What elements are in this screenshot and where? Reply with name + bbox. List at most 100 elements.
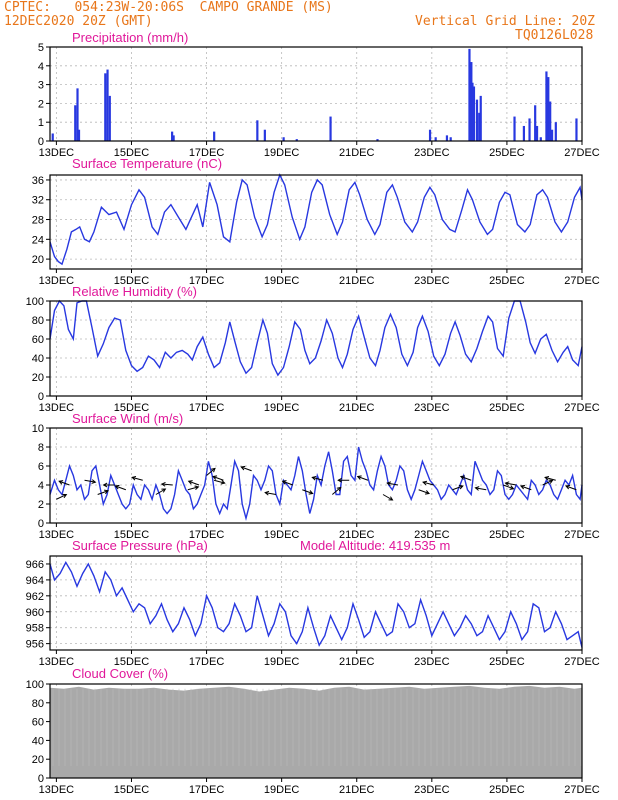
x-tick-label: 19DEC	[264, 275, 300, 287]
wind-arrow-head	[458, 484, 464, 490]
y-tick-label: 24	[32, 234, 44, 246]
precip-bar	[545, 71, 548, 141]
wind-arrow-head	[388, 496, 394, 501]
wind-arrow	[302, 489, 313, 494]
precip-bar	[575, 118, 578, 141]
precip-bar	[535, 125, 539, 141]
y-tick-label: 32	[32, 195, 44, 207]
precip-bar	[479, 95, 482, 141]
panel-title: Relative Humidity (%)	[72, 284, 197, 299]
x-tick-label: 15DEC	[114, 656, 150, 668]
wind-arrow	[131, 476, 143, 481]
precip-bar	[449, 137, 452, 141]
wind-arrow	[422, 481, 434, 486]
x-tick-label: 13DEC	[39, 147, 75, 159]
x-tick-label: 21DEC	[339, 529, 375, 541]
series-line	[49, 173, 583, 266]
y-tick-label: 60	[32, 717, 44, 729]
x-tick-label: 19DEC	[264, 784, 300, 796]
wind-arrow	[188, 480, 200, 486]
wind-arrow-head	[210, 467, 216, 473]
wind-arrow	[155, 488, 166, 495]
precip-bar	[172, 135, 175, 141]
precip-bar	[74, 105, 77, 141]
y-tick-label: 60	[32, 334, 44, 346]
wind-arrow-head	[311, 475, 317, 481]
wind-arrow	[56, 494, 67, 500]
x-tick-label: 27DEC	[564, 784, 600, 796]
wind-arrow	[332, 487, 342, 495]
y-tick-label: 0	[38, 391, 44, 403]
wind-arrow-head	[220, 479, 226, 485]
wind-arrow-head	[519, 484, 526, 490]
x-tick-label: 23DEC	[414, 656, 450, 668]
y-tick-label: 5	[38, 42, 44, 54]
x-tick-label: 25DEC	[489, 275, 525, 287]
wind-arrow-head	[58, 480, 64, 485]
wind-arrow	[460, 476, 472, 481]
x-tick-label: 15DEC	[114, 529, 150, 541]
y-tick-label: 4	[38, 61, 44, 73]
y-tick-label: 100	[26, 296, 44, 308]
wind-arrow-head	[474, 486, 480, 491]
x-tick-label: 25DEC	[489, 784, 525, 796]
precip-bar	[282, 137, 285, 141]
precip-bar	[263, 129, 266, 141]
y-tick-label: 40	[32, 735, 44, 747]
y-tick-label: 960	[26, 607, 44, 619]
wind-arrow-head	[386, 481, 392, 486]
wind-arrow-head	[161, 488, 167, 493]
y-tick-label: 0	[38, 518, 44, 530]
wind-arrow-head	[308, 490, 314, 495]
panel-title: Surface Pressure (hPa)	[72, 538, 208, 553]
wind-arrow-head	[187, 480, 193, 485]
y-tick-label: 1	[38, 117, 44, 129]
precip-bar	[51, 133, 54, 141]
panel-frame	[49, 174, 583, 270]
panel-title: Precipitation (mm/h)	[72, 30, 188, 45]
wind-arrow	[502, 484, 514, 490]
y-tick-label: 20	[32, 754, 44, 766]
y-tick-label: 100	[26, 679, 44, 691]
precip-bar	[213, 131, 216, 141]
x-tick-label: 27DEC	[564, 402, 600, 414]
x-tick-label: 21DEC	[339, 784, 375, 796]
x-tick-label: 19DEC	[264, 402, 300, 414]
x-tick-label: 15DEC	[114, 784, 150, 796]
x-tick-label: 19DEC	[264, 147, 300, 159]
wind-arrow-head	[160, 481, 166, 487]
y-tick-label: 36	[32, 175, 44, 187]
precip-bar	[471, 82, 474, 141]
x-tick-label: 19DEC	[264, 529, 300, 541]
wind-arrow	[84, 479, 96, 483]
y-tick-label: 20	[32, 254, 44, 266]
precip-bar	[513, 116, 516, 141]
x-tick-label: 23DEC	[414, 147, 450, 159]
y-tick-label: 28	[32, 215, 44, 227]
precip-bar	[171, 131, 174, 141]
wind-arrow	[213, 479, 225, 484]
wind-arrow	[505, 482, 517, 486]
y-tick-label: 80	[32, 315, 44, 327]
x-tick-label: 23DEC	[414, 784, 450, 796]
panel-frame	[49, 46, 583, 142]
cloud-area	[50, 685, 582, 778]
wind-arrow	[418, 489, 430, 494]
wind-arrow	[312, 476, 324, 481]
precip-bar	[108, 95, 111, 141]
x-tick-label: 21DEC	[339, 656, 375, 668]
y-tick-label: 10	[32, 423, 44, 435]
wind-arrow-head	[548, 479, 554, 484]
header-model-id: TQ0126L028	[515, 28, 594, 43]
precip-bar	[534, 105, 537, 141]
y-tick-label: 20	[32, 372, 44, 384]
wind-arrow	[59, 480, 70, 486]
precip-bar	[554, 122, 557, 141]
y-tick-label: 0	[38, 773, 44, 785]
wind-arrow	[565, 485, 577, 491]
precip-bar	[528, 118, 531, 141]
y-tick-label: 4	[38, 480, 44, 492]
x-tick-label: 13DEC	[39, 402, 75, 414]
wind-arrow	[475, 487, 487, 491]
